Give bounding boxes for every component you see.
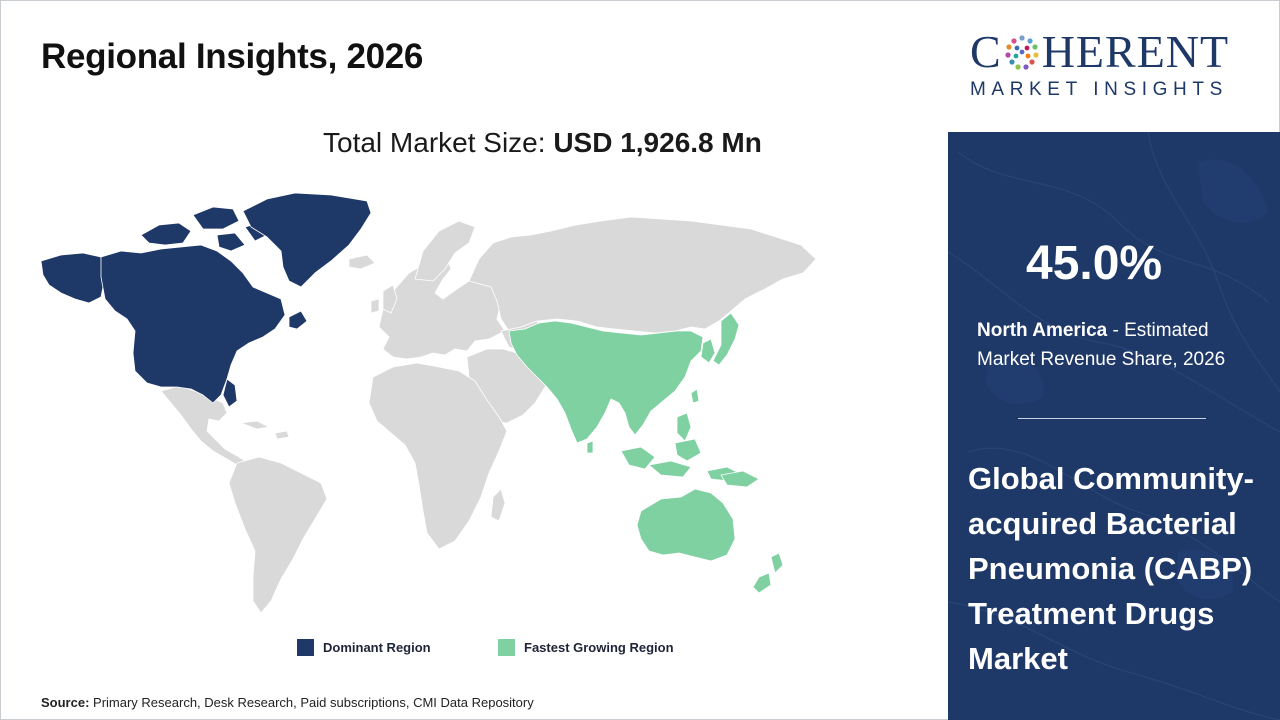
land-asia-mainland: [508, 320, 704, 444]
dot-grid-o-icon: [1005, 35, 1039, 70]
market-name: Global Community-acquired Bacterial Pneu…: [968, 461, 1254, 676]
left-panel: Regional Insights, 2026 Total Market Siz…: [0, 0, 948, 720]
legend-fastest-swatch: [498, 639, 515, 656]
land-korea: [700, 338, 716, 364]
land-canada-usa: [100, 244, 286, 404]
world-map-svg: [40, 192, 817, 614]
panel-background-texture: [948, 132, 1280, 720]
divider: [1018, 418, 1206, 419]
land-south-america: [228, 456, 328, 614]
region-asia-pacific: [508, 312, 784, 594]
land-mexico-central-america: [160, 385, 252, 472]
market-size-label: Total Market Size:: [323, 127, 554, 158]
brand-name-left: C: [970, 26, 1002, 77]
market-size-value: USD 1,926.8 Mn: [553, 127, 762, 158]
legend-dominant-label: Dominant Region: [323, 640, 431, 655]
land-africa: [368, 362, 508, 550]
land-taiwan: [690, 388, 700, 404]
land-new-zealand: [752, 552, 784, 594]
share-description-text: - Estimated Market Revenue Share, 2026: [977, 320, 1226, 370]
total-market-size: Total Market Size: USD 1,926.8 Mn: [323, 127, 762, 159]
world-map: [31, 181, 831, 621]
source-note: Source: Primary Research, Desk Research,…: [41, 695, 534, 710]
brand-name: C: [970, 29, 1229, 75]
right-panel: C: [948, 0, 1280, 720]
land-alaska: [40, 252, 106, 304]
land-png: [720, 470, 760, 488]
land-newfoundland: [288, 310, 308, 330]
legend-fastest-label: Fastest Growing Region: [524, 640, 674, 655]
page-title: Regional Insights, 2026: [41, 37, 424, 76]
highlight-panel: 45.0% North America - Estimated Market R…: [948, 132, 1280, 720]
land-russia: [468, 216, 817, 334]
land-iceland: [348, 254, 376, 270]
share-description: North America - Estimated Market Revenue…: [977, 316, 1267, 374]
legend-dominant-swatch: [297, 639, 314, 656]
source-text: Primary Research, Desk Research, Paid su…: [89, 695, 534, 710]
region-north-america: [40, 192, 372, 408]
share-region: North America: [977, 320, 1108, 341]
land-florida: [222, 378, 238, 408]
legend-dominant: Dominant Region: [297, 639, 431, 656]
land-arctic-islands: [140, 206, 268, 252]
land-japan: [712, 312, 740, 366]
land-sri-lanka: [586, 440, 594, 454]
source-label: Source:: [41, 695, 90, 710]
region-other: [160, 216, 817, 614]
land-madagascar: [490, 488, 506, 522]
land-uk: [370, 284, 398, 314]
land-indonesia: [620, 438, 740, 482]
land-australia: [636, 488, 736, 562]
land-greenland: [242, 192, 372, 288]
legend-fastest: Fastest Growing Region: [498, 639, 674, 656]
land-scandinavia: [414, 220, 476, 282]
brand-name-right: HERENT: [1041, 26, 1230, 77]
brand-logo: C: [948, 0, 1280, 132]
land-philippines: [676, 412, 692, 442]
share-value: 45.0%: [1026, 237, 1163, 290]
land-caribbean: [240, 420, 290, 440]
brand-tagline: MARKET INSIGHTS: [970, 79, 1228, 100]
